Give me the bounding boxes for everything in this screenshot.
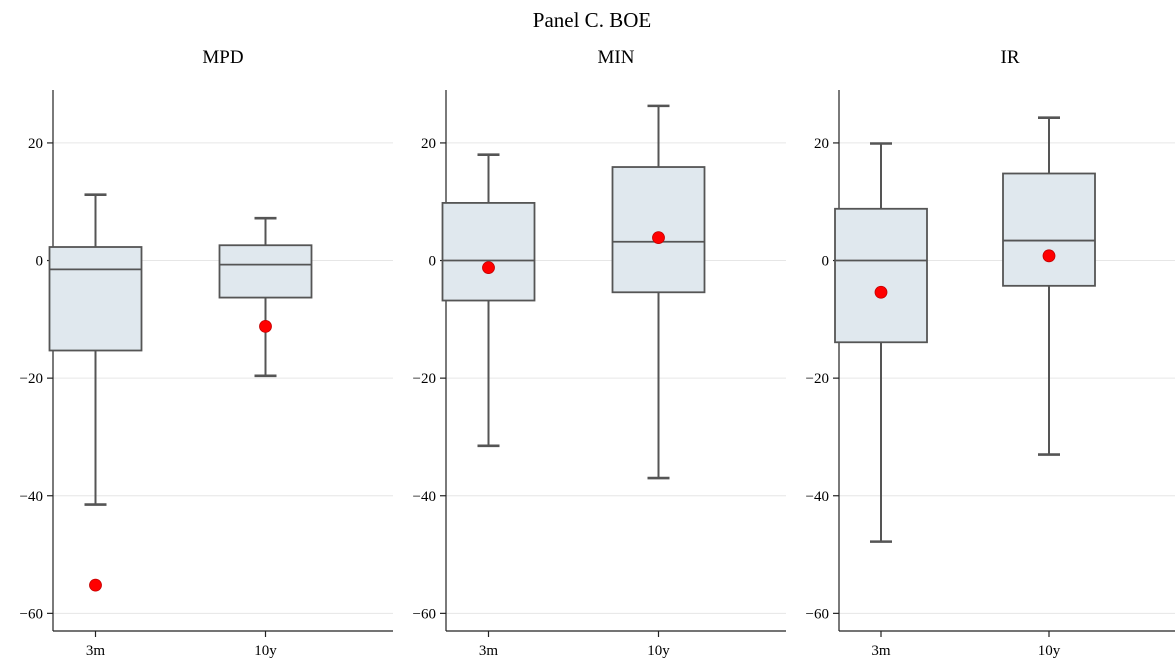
- box-3m: [834, 142, 928, 543]
- y-tick-label: 0: [822, 254, 830, 270]
- iqr-box: [1002, 172, 1096, 287]
- x-tick-label: 3m: [86, 643, 106, 659]
- marker-point: [1042, 249, 1056, 263]
- marker-point: [482, 261, 495, 274]
- y-tick-label: −60: [806, 606, 829, 622]
- y-tick-label: 20: [814, 136, 829, 152]
- box-3m: [441, 153, 536, 448]
- y-tick-label: −40: [413, 489, 436, 505]
- iqr-box: [834, 207, 928, 344]
- panel-title: IR: [1001, 47, 1020, 68]
- y-tick-label: −40: [806, 489, 829, 505]
- y-tick-label: −20: [806, 371, 829, 387]
- y-tick-label: −20: [20, 371, 43, 387]
- y-tick-label: −60: [413, 606, 436, 622]
- x-tick-label: 3m: [871, 643, 891, 659]
- iqr-box: [611, 166, 706, 294]
- marker-point: [874, 285, 888, 299]
- x-tick-label: 10y: [647, 643, 670, 659]
- iqr-box: [441, 202, 536, 302]
- panel-mpd: MPD 20 0 −20 −40 −60 3m 10y: [20, 47, 393, 659]
- panel-title: MIN: [598, 47, 635, 68]
- panel-title: MPD: [202, 47, 243, 68]
- iqr-box: [48, 246, 143, 352]
- y-tick-label: 20: [421, 136, 436, 152]
- y-tick-label: 20: [28, 136, 43, 152]
- marker-point: [652, 231, 665, 244]
- marker-point: [89, 578, 102, 592]
- x-tick-label: 10y: [1038, 643, 1061, 659]
- panel-min: MIN 20 0 −20 −40 −60 3m 10y: [413, 47, 786, 659]
- y-tick-label: −40: [20, 489, 43, 505]
- box-10y: [1002, 116, 1096, 456]
- box-10y: [611, 104, 706, 480]
- iqr-box: [218, 244, 313, 299]
- y-tick-label: 0: [429, 254, 437, 270]
- y-tick-label: −20: [413, 371, 436, 387]
- box-10y: [218, 216, 313, 378]
- marker-point: [259, 319, 272, 333]
- x-tick-label: 3m: [479, 643, 499, 659]
- panel-ir: IR 20 0 −20 −40 −60 3m 10y: [806, 47, 1175, 659]
- figure-title: Panel C. BOE: [533, 8, 651, 32]
- x-tick-label: 10y: [254, 643, 277, 659]
- box-3m: [48, 193, 143, 592]
- y-tick-label: 0: [36, 254, 44, 270]
- panels: MPD 20 0 −20 −40 −60 3m 10y MIN 20 0 −20 −40 −60 3m 10y…: [20, 47, 1175, 659]
- y-tick-label: −60: [20, 606, 43, 622]
